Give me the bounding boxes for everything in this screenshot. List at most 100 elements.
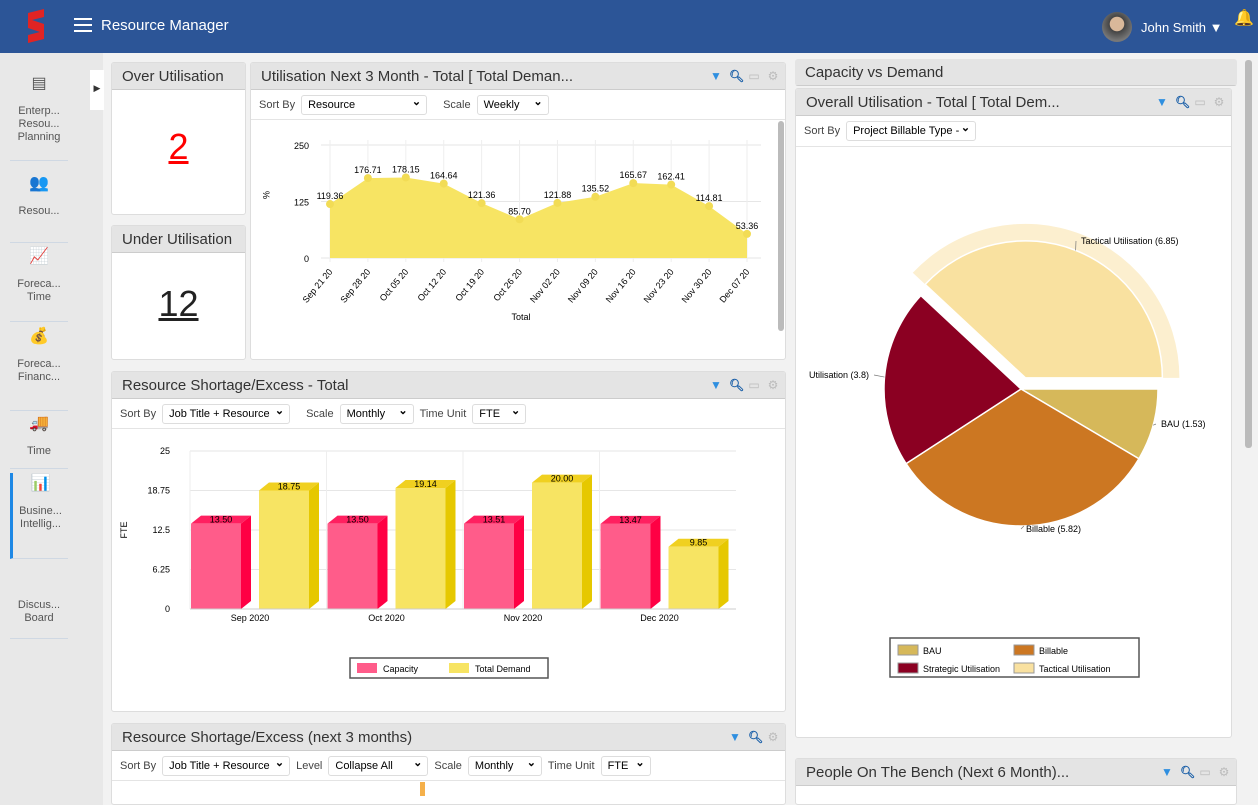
search-icon[interactable]: 🔍︎: [729, 69, 745, 83]
filter-icon[interactable]: ▼: [1161, 765, 1173, 779]
table-icon[interactable]: ▭: [1199, 765, 1211, 779]
page-scrollbar[interactable]: [1245, 60, 1252, 448]
sort-label: Sort By: [259, 98, 296, 111]
menu-icon[interactable]: [74, 18, 92, 32]
data-label: 19.14: [414, 479, 437, 489]
gantt-icon: ▤: [31, 75, 47, 92]
panel-title: Overall Utilisation - Total [ Total Dem.…: [796, 89, 1231, 116]
sidebar-item[interactable]: 📊 Busine... Intellig...: [10, 473, 68, 559]
user-name: John Smith: [1141, 20, 1207, 35]
app-logo[interactable]: [24, 9, 48, 43]
over-utilisation-panel: Over Utilisation 2: [111, 62, 246, 215]
sidebar-item[interactable]: Discus... Board: [10, 593, 68, 639]
table-icon[interactable]: ▭: [748, 69, 760, 83]
filter-icon[interactable]: ▼: [710, 378, 722, 392]
sidebar-item[interactable]: 🚚 Time: [10, 413, 68, 469]
data-label: 165.67: [620, 170, 648, 180]
scale-label: Scale: [434, 759, 462, 772]
x-tick-label: Oct 12 20: [416, 267, 449, 303]
x-tick-label: Nov 23 20: [642, 267, 676, 305]
legend-swatch: [449, 663, 469, 673]
sidebar-item[interactable]: ▤ Enterp... Resou... Planning: [10, 73, 68, 161]
scale-select[interactable]: Monthly: [467, 755, 542, 776]
sidebar-item[interactable]: 👥 Resou...: [10, 173, 68, 243]
layers-icon[interactable]: ⚙: [767, 378, 779, 392]
sort-select[interactable]: Resource: [301, 94, 428, 115]
data-label: 9.85: [690, 538, 708, 548]
sort-select[interactable]: Job Title + Resource: [162, 403, 291, 424]
bar: [191, 523, 241, 609]
scale-select[interactable]: Weekly: [476, 94, 549, 115]
over-utilisation-count[interactable]: 2: [168, 126, 189, 167]
time-unit-select[interactable]: FTE: [600, 755, 651, 776]
level-select[interactable]: Collapse All: [328, 755, 429, 776]
y-tick-label: 125: [294, 198, 309, 208]
bi-chart-icon: 📊: [30, 475, 51, 492]
sidebar-expand-button[interactable]: ▶: [90, 70, 104, 110]
legend-label: Total Demand: [475, 664, 531, 674]
data-point: [363, 174, 372, 183]
data-point: [667, 180, 676, 189]
x-tick-label: Nov 02 20: [528, 267, 562, 305]
layers-icon[interactable]: ⚙: [767, 730, 779, 744]
timeline-marker: [420, 782, 425, 796]
layers-icon[interactable]: ⚙: [1213, 95, 1225, 109]
search-icon[interactable]: 🔍︎: [729, 378, 745, 392]
data-label: 135.52: [582, 184, 610, 194]
area-series: [330, 177, 747, 258]
sidebar-item-label: Time: [26, 445, 52, 457]
filter-icon[interactable]: ▼: [710, 69, 722, 83]
bar-top: [668, 538, 729, 547]
y-axis-label: FTE: [119, 522, 129, 539]
search-icon[interactable]: 🔍︎: [1175, 95, 1191, 109]
panel-title: Under Utilisation: [112, 226, 245, 253]
table-icon[interactable]: ▭: [748, 378, 760, 392]
filter-icon[interactable]: ▼: [729, 730, 741, 744]
bar: [668, 546, 719, 609]
search-icon[interactable]: 🔍︎: [1180, 765, 1196, 779]
sort-label: Sort By: [120, 759, 157, 772]
scale-select[interactable]: Monthly: [339, 403, 414, 424]
sort-label: Sort By: [804, 125, 841, 137]
sort-select[interactable]: Project Billable Type -: [846, 121, 977, 141]
level-label: Level: [296, 759, 323, 772]
legend-label: Billable: [1039, 646, 1068, 656]
data-label: 114.81: [696, 193, 723, 203]
user-menu[interactable]: John Smith ▼: [1141, 20, 1223, 35]
utilisation-area-chart: 0 125 250 119.36 Sep 21 20 176.71 Sep 28 20 178…: [261, 140, 761, 322]
x-tick-label: Oct 26 20: [491, 267, 524, 303]
data-point: [401, 173, 410, 182]
layers-icon[interactable]: ⚙: [767, 69, 779, 83]
sort-select[interactable]: Job Title + Resource: [162, 755, 291, 776]
data-label: 164.64: [430, 171, 458, 181]
leader-line: [1153, 423, 1157, 426]
panel-title: People On The Bench (Next 6 Month)...: [796, 759, 1236, 786]
y-tick-label: 25: [160, 446, 170, 456]
pie-slice: [924, 240, 1164, 379]
resource-shortage-panel: Resource Shortage/Excess - Total ▼ 🔍︎ ▭ ⚙ S…: [111, 371, 786, 712]
line-chart-icon: 📈: [29, 248, 49, 265]
under-utilisation-count[interactable]: 12: [158, 283, 199, 324]
time-unit-select[interactable]: FTE: [472, 403, 527, 424]
x-tick-label: Dec 2020: [640, 613, 679, 623]
legend-label: BAU: [923, 646, 942, 656]
bar-side: [582, 474, 592, 609]
slice-label: BAU (1.53): [1161, 419, 1206, 429]
bar-side: [309, 482, 319, 609]
filter-icon[interactable]: ▼: [1156, 95, 1168, 109]
sidebar-item-label: Enterp... Resou... Planning: [17, 105, 61, 143]
sidebar-item[interactable]: 💰 Foreca... Financ...: [10, 326, 68, 411]
avatar[interactable]: [1102, 12, 1132, 42]
sidebar-item[interactable]: 📈 Foreca... Time: [10, 246, 68, 322]
scrollbar[interactable]: [778, 121, 784, 331]
x-tick-label: Oct 2020: [368, 613, 405, 623]
bar-top: [532, 474, 592, 483]
bell-icon[interactable]: 🔔: [1234, 10, 1254, 27]
sidebar-item-label: Discus... Board: [17, 599, 61, 624]
y-tick-label: 6.25: [152, 565, 170, 575]
table-icon[interactable]: ▭: [1194, 95, 1206, 109]
layers-icon[interactable]: ⚙: [1218, 765, 1230, 779]
panel-title: Resource Shortage/Excess - Total: [112, 372, 785, 399]
search-icon[interactable]: 🔍︎: [748, 730, 764, 744]
app-title: Resource Manager: [101, 17, 229, 34]
